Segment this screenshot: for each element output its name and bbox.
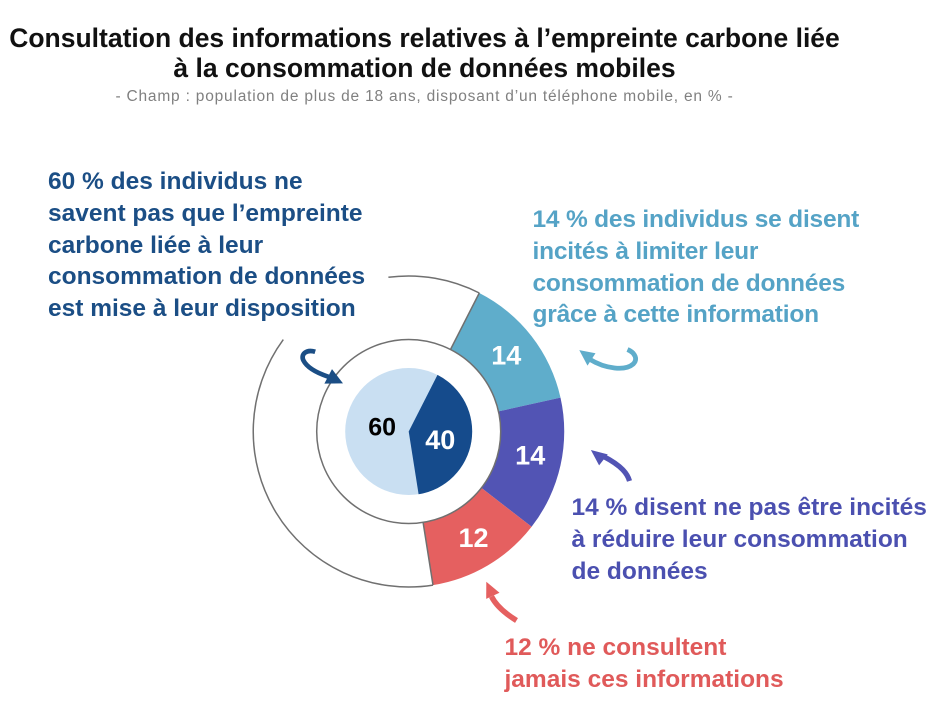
svg-text:14: 14 — [515, 441, 545, 471]
svg-text:60: 60 — [368, 413, 396, 441]
svg-text:12: 12 — [458, 523, 488, 553]
svg-text:40: 40 — [425, 425, 455, 455]
svg-text:14: 14 — [491, 341, 521, 371]
